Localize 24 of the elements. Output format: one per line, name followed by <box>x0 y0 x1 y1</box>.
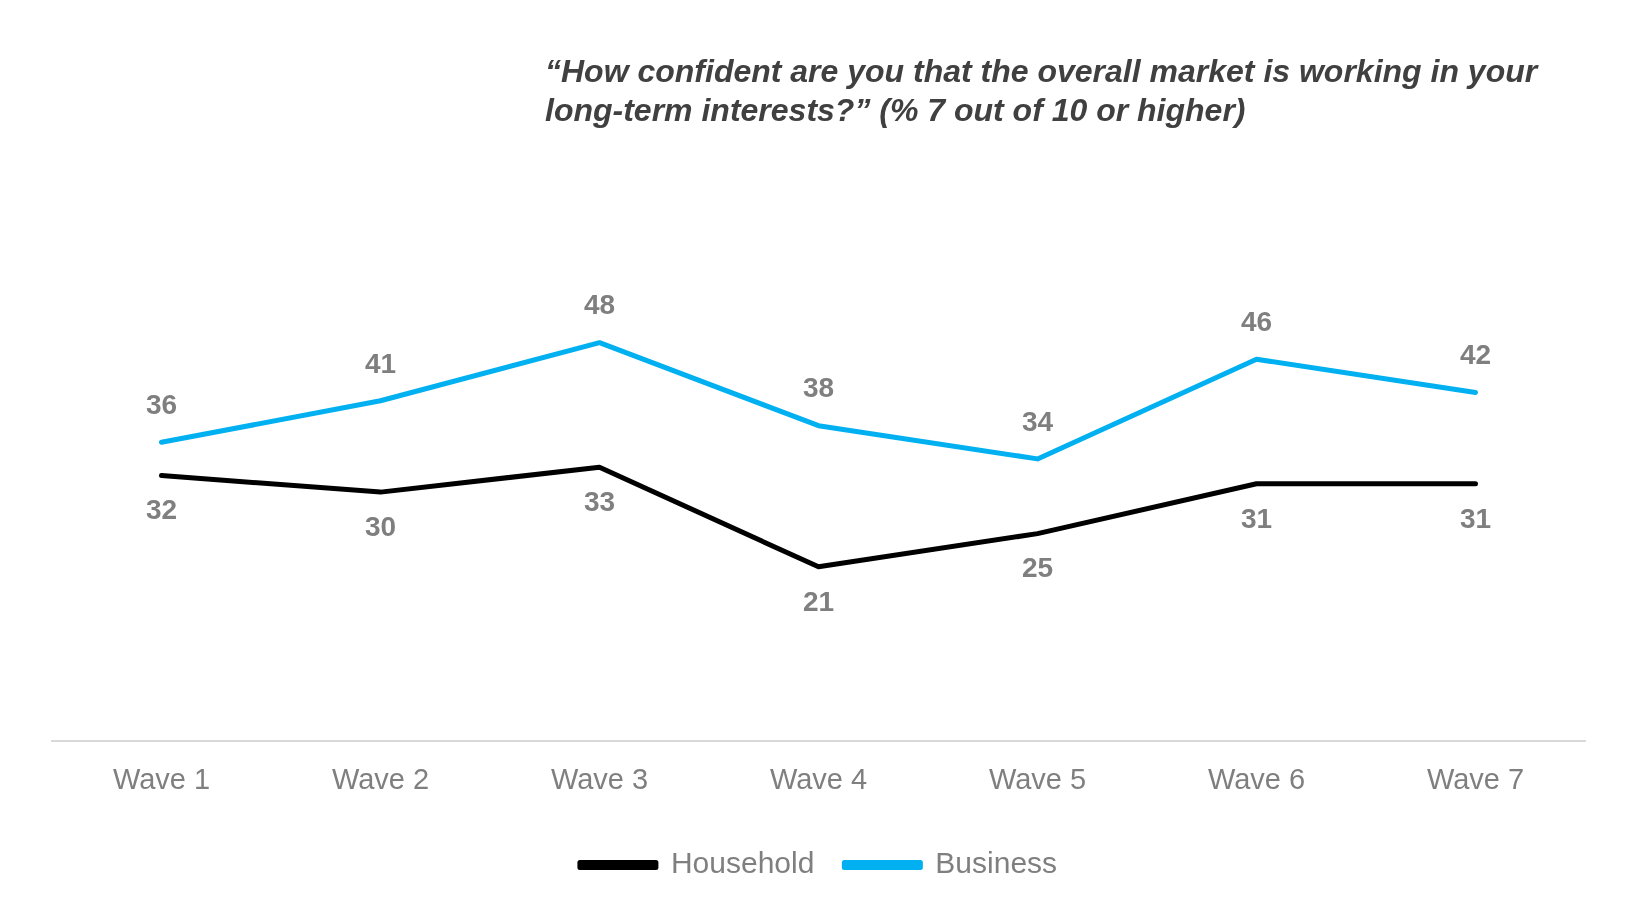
data-label: 33 <box>583 485 616 517</box>
data-label: 32 <box>145 494 178 526</box>
data-label: 41 <box>364 347 397 379</box>
x-tick-label: Wave 1 <box>112 762 211 795</box>
data-label: 31 <box>1240 502 1273 534</box>
x-tick-label: Wave 2 <box>331 762 430 795</box>
data-label: 21 <box>802 585 835 617</box>
data-label: 36 <box>145 389 178 421</box>
legend-label: Household <box>670 846 815 880</box>
data-label: 30 <box>364 510 397 542</box>
data-label: 42 <box>1459 339 1492 371</box>
data-label: 34 <box>1021 405 1054 437</box>
data-label: 25 <box>1021 552 1054 584</box>
x-tick-label: Wave 7 <box>1426 762 1525 795</box>
x-tick-label: Wave 6 <box>1207 762 1306 795</box>
data-label: 38 <box>802 372 835 404</box>
chart-title: “How confident are you that the overall market is working in your long-term interests?” (% 7 out of 10 or higher) <box>545 52 1540 130</box>
data-label: 31 <box>1459 502 1492 534</box>
data-label: 46 <box>1240 305 1273 337</box>
x-tick-label: Wave 3 <box>550 762 649 795</box>
data-label: 48 <box>583 289 616 321</box>
x-tick-label: Wave 4 <box>769 762 868 795</box>
legend-label: Business <box>935 846 1058 880</box>
x-tick-label: Wave 5 <box>988 762 1087 795</box>
